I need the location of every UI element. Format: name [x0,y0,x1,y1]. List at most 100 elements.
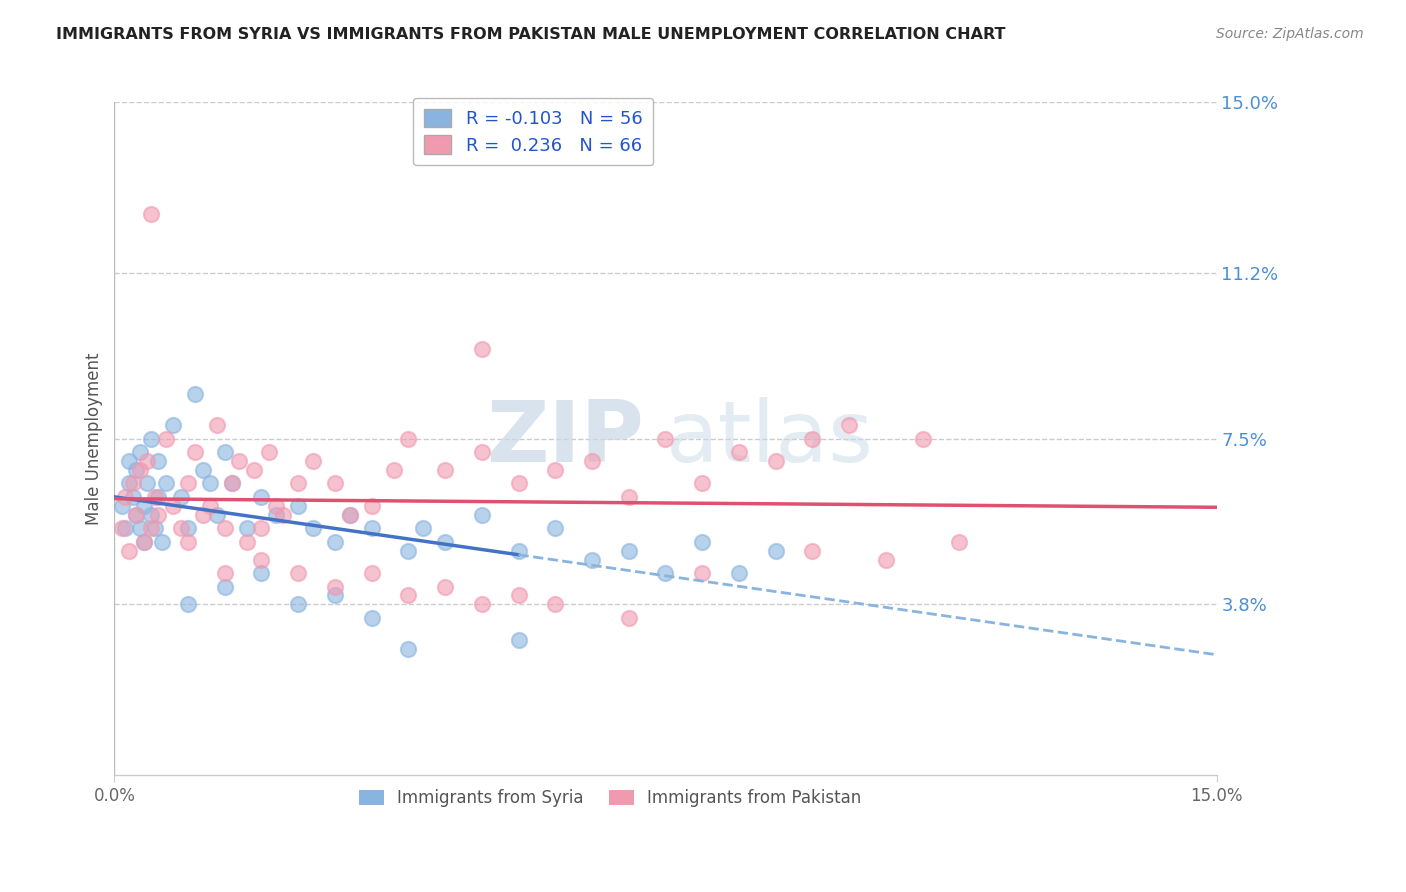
Point [257,445,280,459]
Point [273,508,295,522]
Point [948,534,970,549]
Point [544,463,567,477]
Point [801,432,824,446]
Point [323,534,346,549]
Point [264,508,287,522]
Point [301,454,323,468]
Point [228,454,250,468]
Point [617,611,640,625]
Point [214,521,236,535]
Point [508,589,530,603]
Point [617,543,640,558]
Point [264,499,287,513]
Point [136,476,159,491]
Point [191,508,214,522]
Point [581,454,603,468]
Y-axis label: Male Unemployment: Male Unemployment [86,352,103,524]
Point [360,566,382,580]
Point [141,521,163,535]
Point [214,580,236,594]
Point [765,454,787,468]
Text: Source: ZipAtlas.com: Source: ZipAtlas.com [1216,27,1364,41]
Point [250,521,273,535]
Point [801,543,824,558]
Point [184,386,207,401]
Text: IMMIGRANTS FROM SYRIA VS IMMIGRANTS FROM PAKISTAN MALE UNEMPLOYMENT CORRELATION : IMMIGRANTS FROM SYRIA VS IMMIGRANTS FROM… [56,27,1005,42]
Point [339,508,361,522]
Point [617,490,640,504]
Point [125,508,148,522]
Point [765,543,787,558]
Point [132,534,155,549]
Point [508,476,530,491]
Point [114,490,136,504]
Point [136,454,159,468]
Point [132,534,155,549]
Point [169,521,191,535]
Point [148,454,170,468]
Point [690,476,713,491]
Point [250,490,273,504]
Point [118,543,141,558]
Point [301,521,323,535]
Text: ZIP: ZIP [485,397,644,480]
Point [121,476,143,491]
Point [728,566,751,580]
Point [654,432,676,446]
Point [396,589,419,603]
Point [177,521,200,535]
Point [434,463,457,477]
Point [118,476,141,491]
Point [207,418,229,433]
Point [360,611,382,625]
Point [141,432,163,446]
Point [690,566,713,580]
Point [114,521,136,535]
Point [654,566,676,580]
Point [191,463,214,477]
Point [207,508,229,522]
Point [143,521,166,535]
Point [214,566,236,580]
Point [214,445,236,459]
Point [111,499,134,513]
Point [243,463,266,477]
Point [129,445,152,459]
Point [235,534,257,549]
Point [141,508,163,522]
Point [118,454,141,468]
Point [155,432,177,446]
Point [198,476,221,491]
Point [125,508,148,522]
Point [169,490,191,504]
Point [162,418,184,433]
Point [221,476,243,491]
Point [360,499,382,513]
Point [544,598,567,612]
Point [434,534,457,549]
Point [198,499,221,513]
Point [141,207,163,221]
Point [121,490,143,504]
Point [111,521,134,535]
Text: atlas: atlas [665,397,873,480]
Point [150,534,173,549]
Point [287,476,309,491]
Point [287,566,309,580]
Point [287,499,309,513]
Point [339,508,361,522]
Point [471,508,494,522]
Point [250,566,273,580]
Point [287,598,309,612]
Point [396,432,419,446]
Point [323,580,346,594]
Point [544,521,567,535]
Point [412,521,434,535]
Point [148,508,170,522]
Point [177,476,200,491]
Point [250,552,273,566]
Point [581,552,603,566]
Point [184,445,207,459]
Point [155,476,177,491]
Point [162,499,184,513]
